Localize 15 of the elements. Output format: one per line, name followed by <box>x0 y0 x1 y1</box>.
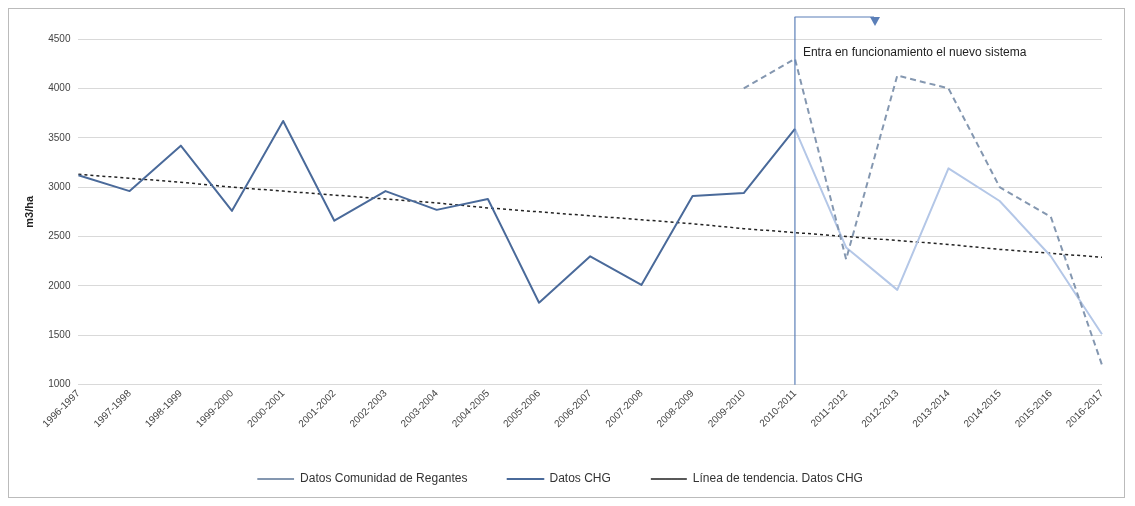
y-tick-label: 3000 <box>48 180 71 192</box>
legend-label: Datos Comunidad de Regantes <box>300 471 468 486</box>
line-series <box>77 173 1103 259</box>
line-series <box>742 57 1103 366</box>
legend-label: Línea de tendencia. Datos CHG <box>692 471 863 486</box>
y-tick-label: 1500 <box>48 329 71 341</box>
annotation: Entra en funcionamiento el nuevo sistema <box>802 45 1027 60</box>
y-tick-label: 2000 <box>48 279 71 291</box>
y-tick-label: 2500 <box>48 230 71 242</box>
y-axis-title: m3/ha <box>22 195 35 228</box>
y-tick-label: 4000 <box>48 82 71 94</box>
legend-label: Datos CHG <box>549 471 611 486</box>
y-tick-label: 4500 <box>48 32 71 44</box>
y-tick-label: 3500 <box>48 131 71 143</box>
y-tick-label: 1000 <box>48 378 71 390</box>
